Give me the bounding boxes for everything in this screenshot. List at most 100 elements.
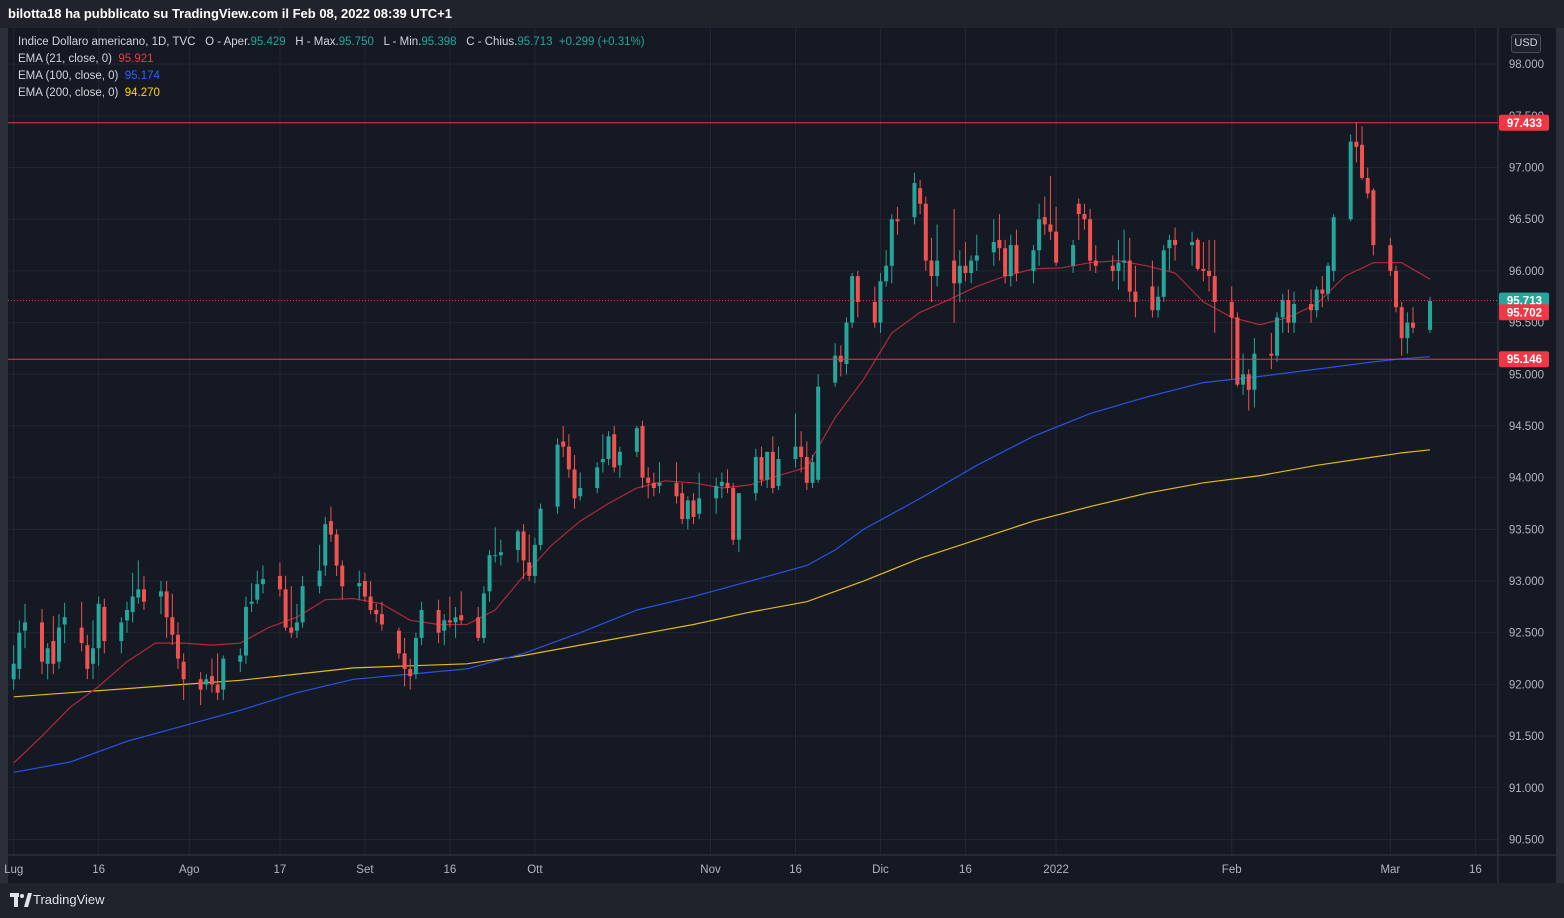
candle-down	[289, 586, 294, 638]
candle-down	[1082, 203, 1087, 230]
candle-body	[1042, 217, 1047, 225]
candle-body	[447, 620, 452, 623]
candle-body	[646, 477, 651, 483]
currency-badge[interactable]: USD	[1511, 34, 1541, 53]
ema21-row[interactable]: EMA (21, close, 0) 95.921	[18, 51, 645, 68]
y-tick-label: 93.000	[1509, 576, 1544, 588]
tradingview-brand: TradingView	[33, 892, 105, 907]
candle-down	[691, 493, 696, 525]
candle-up	[1275, 312, 1280, 362]
candle-up	[1280, 293, 1285, 333]
candle-up	[974, 234, 979, 271]
candle-body	[1037, 219, 1042, 251]
candle-up	[130, 572, 135, 623]
candle-body	[538, 508, 543, 545]
candle-body	[895, 219, 900, 222]
candle-down	[838, 345, 843, 377]
candle-up	[991, 219, 996, 266]
candle-body	[317, 570, 322, 587]
candle-body	[487, 555, 492, 592]
candle-body	[929, 260, 934, 277]
candle-down	[1212, 239, 1217, 333]
candle-body	[283, 589, 288, 628]
candle-body	[1229, 301, 1234, 318]
candle-down	[804, 441, 809, 491]
candle-body	[997, 239, 1002, 249]
candle-body	[844, 322, 849, 364]
candle-body	[1127, 260, 1132, 292]
ema100-row[interactable]: EMA (100, close, 0) 95.174	[18, 68, 645, 85]
candle-body	[85, 645, 90, 669]
candle-body	[674, 482, 679, 497]
candle-up	[753, 448, 758, 501]
candle-body	[334, 534, 339, 566]
candle-body	[923, 203, 928, 261]
candle-body	[640, 425, 645, 478]
candle-body	[918, 188, 923, 204]
ohlc-row[interactable]: Indice Dollaro americano, 1D, TVC O - Ap…	[18, 34, 645, 51]
x-tick-label: Feb	[1222, 864, 1242, 876]
candle-down	[799, 431, 804, 473]
x-tick-label: Mar	[1380, 864, 1400, 876]
candle-body	[340, 565, 345, 587]
candle-up	[238, 648, 243, 673]
candle-body	[719, 481, 724, 486]
ema21-line	[13, 259, 1431, 764]
candle-body	[1269, 353, 1274, 356]
candle-down	[1235, 312, 1240, 387]
candle-body	[362, 581, 367, 597]
candle-body	[572, 469, 577, 499]
candle-down	[527, 534, 532, 582]
symbol-title[interactable]: Indice Dollaro americano, 1D, TVC	[18, 36, 196, 48]
candle-down	[1411, 307, 1416, 333]
candle-down	[334, 529, 339, 576]
candle-down	[1127, 237, 1132, 302]
candle-up	[294, 603, 299, 638]
candle-body	[141, 589, 146, 602]
candle-down	[459, 591, 464, 625]
candle-body	[1014, 245, 1019, 273]
candle-up	[697, 472, 702, 520]
candle-body	[22, 622, 27, 631]
candle-down	[1173, 227, 1178, 261]
open-label: O - Aper.	[205, 36, 251, 48]
price-badge-bg	[1499, 304, 1549, 321]
candle-up	[1008, 234, 1013, 287]
x-tick-label: 16	[92, 864, 105, 876]
y-tick-label: 90.500	[1509, 834, 1544, 846]
candle-body	[685, 500, 690, 520]
candle-body	[209, 676, 214, 685]
chart-frame[interactable]	[8, 28, 1556, 883]
ema200-row[interactable]: EMA (200, close, 0) 94.270	[18, 85, 645, 102]
candle-body	[963, 265, 968, 273]
candle-up	[816, 374, 821, 483]
candle-up	[538, 503, 543, 551]
low-value: 95.398	[421, 36, 457, 48]
x-tick-label: Dic	[872, 864, 889, 876]
candle-body	[357, 583, 362, 587]
candle-down	[1042, 196, 1047, 235]
candle-body	[1280, 299, 1285, 318]
x-tick-label: 2022	[1043, 864, 1069, 876]
candle-down	[929, 237, 934, 302]
price-axis-badge: 95.702	[1499, 304, 1549, 321]
ema200-line	[13, 449, 1431, 698]
chart-legend: Indice Dollaro americano, 1D, TVC O - Ap…	[18, 34, 645, 102]
candle-down	[646, 467, 651, 499]
candle-body	[1394, 270, 1399, 308]
candle-up	[1241, 353, 1246, 395]
candle-body	[294, 622, 299, 631]
candle-body	[912, 183, 917, 218]
candle-body	[765, 451, 770, 480]
candle-body	[884, 265, 889, 282]
candle-down	[170, 593, 175, 646]
candle-down	[1201, 241, 1206, 282]
candle-up	[419, 601, 424, 646]
candle-body	[170, 617, 175, 635]
candle-down	[79, 601, 84, 652]
candle-up	[1037, 203, 1042, 266]
candle-body	[889, 219, 894, 266]
candle-down	[680, 482, 685, 525]
candle-body	[691, 500, 696, 517]
